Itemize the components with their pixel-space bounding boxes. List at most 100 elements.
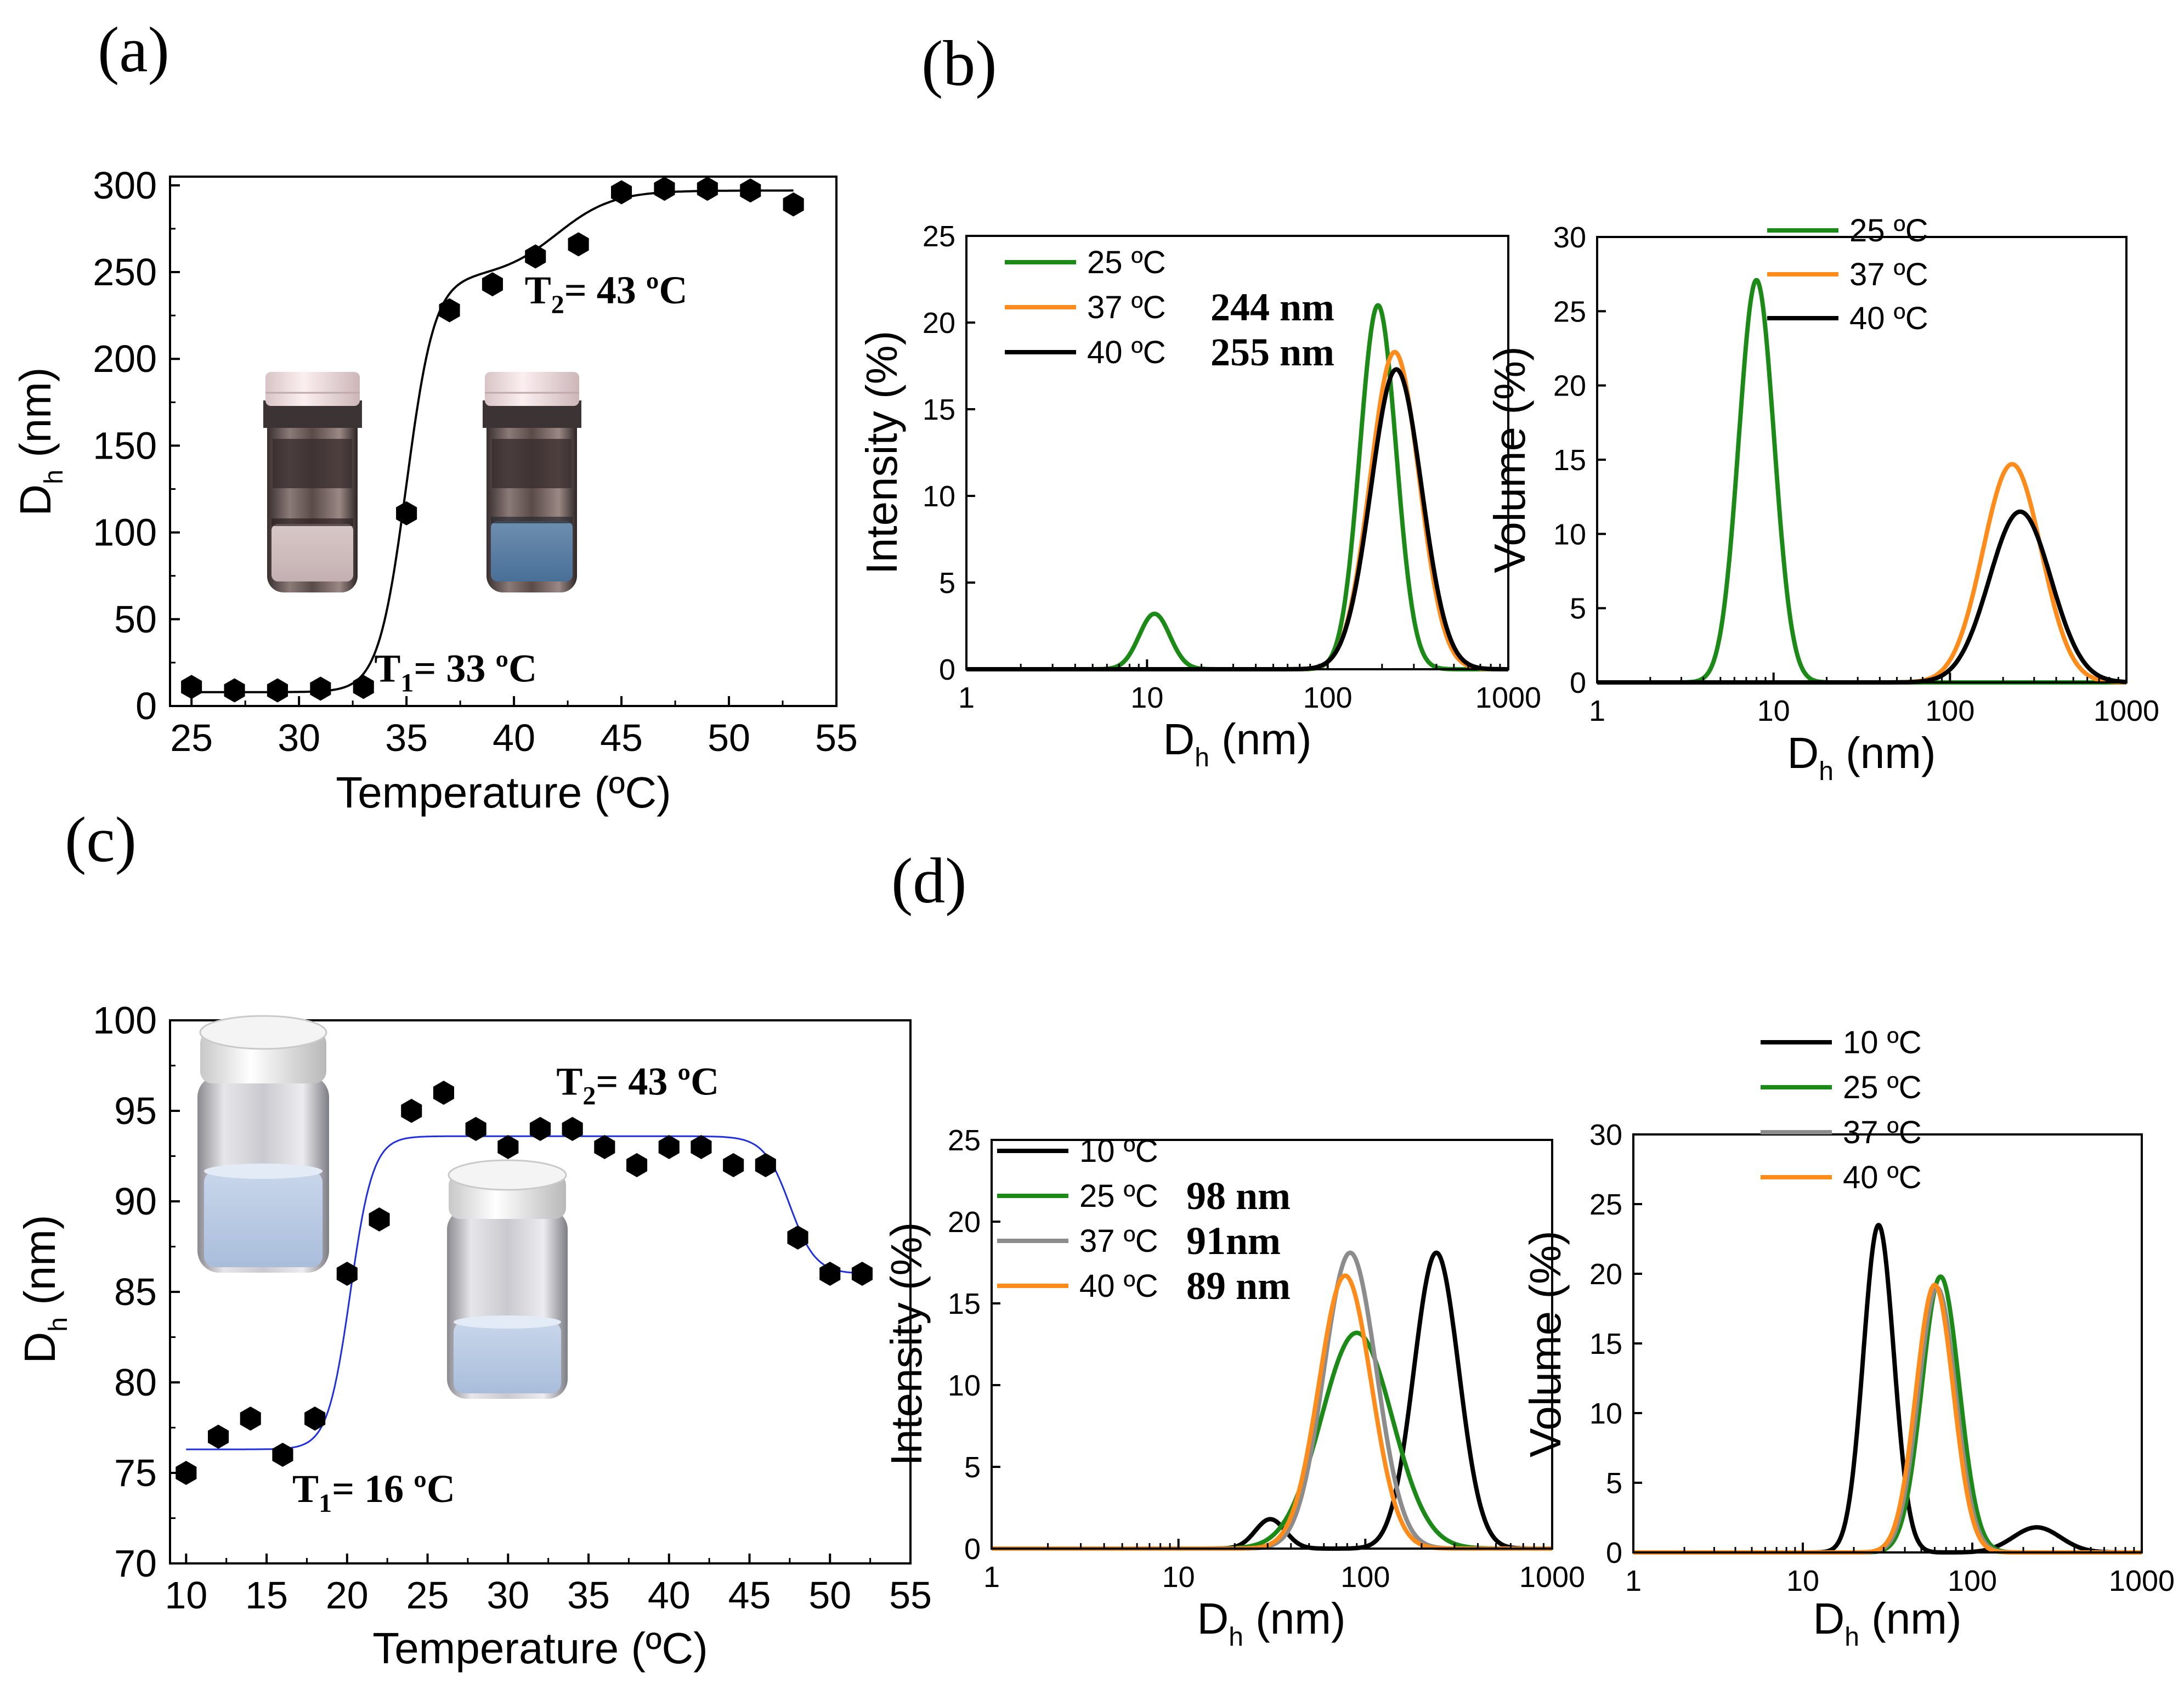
annotation-t2: T2= 43 ºC: [556, 1059, 719, 1110]
chart-a-axes-frame: [169, 176, 838, 707]
x-tick-label: 1000: [1519, 1561, 1585, 1594]
chart-a-x-axis-label: Temperature (ºC): [336, 768, 671, 817]
data-point: [851, 1262, 873, 1286]
y-tick-label: 90: [114, 1180, 157, 1223]
x-tick-label: 15: [245, 1574, 288, 1617]
y-tick-label: 20: [948, 1206, 981, 1239]
x-tick-label: 1000: [2109, 1565, 2175, 1597]
y-tick-label: 20: [923, 307, 955, 340]
x-tick-label: 1: [1589, 694, 1605, 727]
series-line-40c: [1632, 1283, 2143, 1555]
data-point: [697, 177, 718, 201]
x-tick-label: 10: [1130, 681, 1163, 714]
data-point: [336, 1262, 358, 1286]
x-tick-label: 35: [567, 1574, 610, 1617]
data-point: [304, 1407, 326, 1431]
y-tick-label: 80: [114, 1361, 157, 1404]
annotation-t2: T2= 43 ºC: [525, 268, 688, 319]
x-tick-label: 100: [1340, 1561, 1390, 1594]
chart-d-volume: 1 10 100 1000 0 5 10 15 20 25 30 10 ºC 25 ºC 37 ºC 40…: [1521, 1025, 2175, 1652]
data-point: [224, 678, 245, 703]
x-tick-label: 100: [1925, 694, 1974, 727]
x-tick-label: 45: [600, 716, 643, 759]
y-tick-label: 15: [1553, 444, 1586, 477]
data-point: [755, 1153, 776, 1177]
y-tick-label: 0: [939, 653, 955, 686]
data-point: [401, 1099, 422, 1123]
series-line-10c: [1632, 1223, 2143, 1555]
panel-label-a: (a): [98, 14, 169, 86]
chart-d-volume-y-axis-label: Volume (%): [1521, 1230, 1570, 1457]
y-tick-label: 5: [939, 567, 955, 600]
data-point: [433, 1081, 454, 1105]
data-point: [723, 1153, 744, 1177]
legend-label: 37 ºC: [1849, 257, 1928, 292]
data-point: [240, 1407, 261, 1431]
vial-photo-pink: [263, 372, 362, 592]
data-point: [658, 1135, 680, 1159]
y-tick-label: 25: [1589, 1188, 1622, 1221]
y-tick-label: 100: [93, 511, 157, 554]
y-tick-label: 10: [1553, 518, 1586, 551]
y-tick-label: 5: [1606, 1467, 1622, 1500]
x-tick-label: 40: [648, 1574, 691, 1617]
chart-b-intensity-y-axis-label: Intensity (%): [857, 331, 906, 575]
data-point: [787, 1225, 808, 1250]
legend-label: 37 ºC: [1079, 1223, 1158, 1259]
legend-label: 10 ºC: [1079, 1133, 1158, 1169]
chart-c-size-vs-temperature: 10 15 20 25 30 35 40 45 50 55 70 75 80 85 90 95 100 T1= …: [15, 999, 932, 1673]
data-point: [396, 501, 417, 526]
x-tick-label: 25: [170, 716, 213, 759]
y-tick-label: 100: [93, 999, 157, 1042]
y-tick-label: 0: [135, 685, 157, 727]
data-point: [611, 180, 632, 205]
series-line-25c: [1632, 1274, 2143, 1555]
legend-size-note: 91nm: [1186, 1219, 1281, 1263]
vial-photo-pale-blue-large: [197, 1015, 329, 1273]
y-tick-label: 250: [93, 251, 157, 293]
data-point: [819, 1262, 841, 1286]
chart-c-y-axis-label: Dh (nm): [15, 1215, 73, 1363]
data-point: [465, 1117, 486, 1141]
chart-a-size-vs-temperature: 25 30 35 40 45 50 55 0 50 100 150 200 250 300 T1= 33 …: [11, 164, 858, 817]
chart-b-volume-x-axis-label: Dh (nm): [1787, 728, 1936, 786]
y-tick-label: 95: [114, 1089, 157, 1132]
y-tick-label: 85: [114, 1270, 157, 1313]
legend-label: 37 ºC: [1087, 290, 1166, 325]
y-tick-label: 30: [1553, 221, 1586, 254]
x-tick-label: 45: [728, 1574, 771, 1617]
y-tick-label: 15: [923, 393, 955, 426]
x-tick-label: 1000: [1475, 681, 1541, 714]
y-tick-label: 0: [1606, 1537, 1622, 1569]
chart-b-volume-y-axis-label: Volume (%): [1485, 346, 1534, 573]
legend-size-note: 244 nm: [1210, 285, 1334, 329]
panel-label-c: (c): [65, 804, 137, 876]
x-tick-label: 100: [1948, 1565, 1997, 1597]
data-point: [568, 232, 589, 257]
data-point: [369, 1207, 390, 1232]
legend-label: 25 ºC: [1849, 213, 1928, 248]
x-tick-label: 10: [1786, 1565, 1819, 1597]
x-tick-label: 1000: [2094, 694, 2159, 727]
data-point: [525, 244, 546, 269]
data-point: [783, 192, 804, 217]
chart-d-intensity-axes-frame: [991, 1139, 1553, 1550]
y-tick-label: 5: [964, 1451, 981, 1484]
y-tick-label: 75: [114, 1452, 157, 1494]
x-tick-label: 55: [815, 716, 858, 759]
x-tick-label: 50: [708, 716, 750, 759]
series-line-37c: [1632, 1285, 2143, 1555]
panel-label-d: (d): [891, 845, 967, 917]
y-tick-label: 20: [1553, 370, 1586, 403]
chart-d-intensity-y-axis-label: Intensity (%): [882, 1222, 931, 1466]
legend-label: 40 ºC: [1079, 1268, 1158, 1304]
x-tick-label: 10: [165, 1574, 207, 1617]
y-tick-label: 25: [1553, 295, 1586, 328]
chart-b-intensity-x-axis-label: Dh (nm): [1163, 715, 1311, 772]
y-tick-label: 15: [1589, 1328, 1622, 1360]
series-line-40c: [1595, 509, 2128, 685]
data-point: [176, 1461, 197, 1485]
chart-a-y-axis-label: Dh (nm): [11, 367, 69, 516]
chart-b-intensity-axes-frame: [965, 235, 1509, 670]
